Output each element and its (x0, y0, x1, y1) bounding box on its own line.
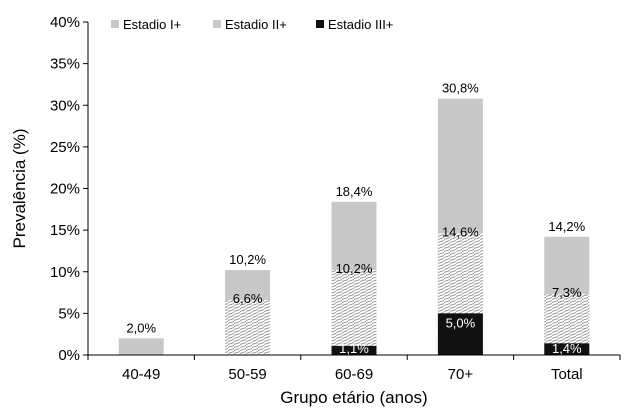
y-tick-label: 30% (50, 97, 80, 114)
x-axis-ticks: 40-49 50-59 60-69 70+ Total (87, 355, 621, 383)
data-label: 1,1% (339, 341, 369, 356)
data-label: 14,2% (548, 219, 585, 234)
legend-label-estadio-iii: Estadio III+ (328, 17, 393, 32)
data-label: 6,6% (233, 291, 263, 306)
y-tick-label: 20% (50, 181, 80, 198)
x-tick-label: 70+ (448, 366, 474, 383)
y-tick-label: 25% (50, 139, 80, 156)
data-label: 7,3% (552, 285, 582, 300)
data-label: 30,8% (442, 81, 479, 96)
y-tick-label: 35% (50, 56, 80, 73)
bars (118, 98, 590, 355)
data-label: 18,4% (336, 184, 373, 199)
legend-label-estadio-i: Estadio I+ (123, 17, 181, 32)
legend-swatch-estadio-iii (316, 20, 324, 28)
bar-estadio-i (118, 338, 164, 355)
data-label: 14,6% (442, 224, 479, 239)
legend: Estadio I+ Estadio II+ Estadio III+ (111, 17, 393, 32)
x-tick-label: Total (551, 366, 583, 383)
x-tick-label: 40-49 (122, 366, 160, 383)
bar-estadio-iii (544, 343, 590, 355)
data-label: 5,0% (446, 315, 476, 330)
legend-label-estadio-ii: Estadio II+ (225, 17, 287, 32)
y-tick-label: 15% (50, 222, 80, 239)
bar-estadio-ii (225, 300, 271, 355)
y-tick-label: 0% (58, 347, 80, 364)
y-tick-label: 5% (58, 305, 80, 322)
data-label: 10,2% (336, 261, 373, 276)
data-label: 2,0% (126, 320, 156, 335)
x-tick-label: 60-69 (335, 366, 373, 383)
x-tick-label: 50-59 (228, 366, 266, 383)
data-labels: 2,0% 10,2% 18,4% 30,8% 14,2% 6,6% 10,2% 14,6% 7,… (126, 81, 585, 356)
y-axis-title: Prevalência (%) (10, 129, 29, 249)
legend-swatch-estadio-ii (213, 20, 221, 28)
y-axis-ticks: 0% 5% 10% 15% 20% 25% 30% 35% 40% (50, 14, 88, 364)
bar-estadio-iii (331, 345, 377, 355)
x-axis-title: Grupo etário (anos) (280, 388, 427, 407)
bar-estadio-iii (437, 313, 483, 355)
data-label: 10,2% (229, 252, 266, 267)
y-tick-label: 40% (50, 14, 80, 31)
data-label: 1,4% (552, 341, 582, 356)
y-tick-label: 10% (50, 264, 80, 281)
bar-estadio-ii (331, 270, 377, 355)
legend-swatch-estadio-i (111, 20, 119, 28)
